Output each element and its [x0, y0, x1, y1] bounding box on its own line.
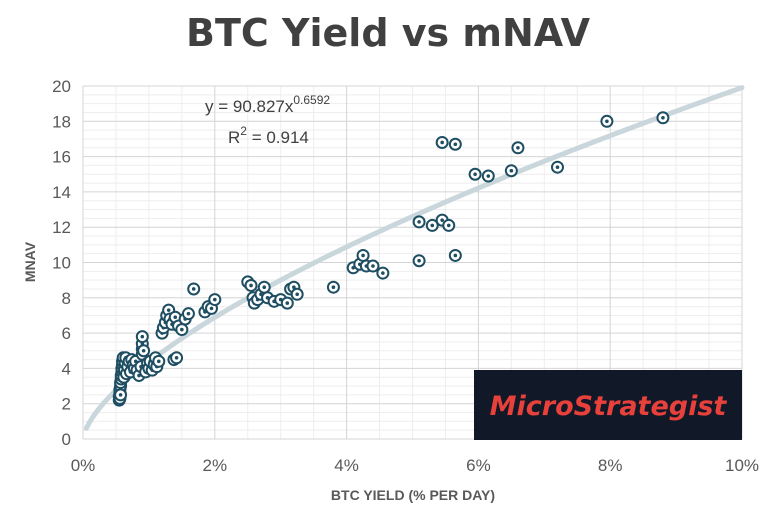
data-point-dot: [213, 297, 217, 302]
data-point-dot: [156, 359, 161, 364]
data-point: [257, 280, 271, 294]
x-tick-label: 10%: [725, 456, 759, 475]
data-point: [326, 280, 340, 294]
trendline-equation: y = 90.827x0.6592: [205, 93, 330, 116]
data-point: [244, 278, 258, 292]
data-point-dot: [453, 142, 458, 147]
data-point: [442, 218, 456, 232]
y-tick-label: 20: [52, 77, 71, 96]
data-point: [152, 354, 166, 368]
y-tick-label: 12: [52, 218, 71, 237]
y-tick-label: 4: [62, 359, 71, 378]
y-tick-label: 8: [62, 289, 71, 308]
y-tick-label: 14: [52, 183, 71, 202]
y-tick-label: 2: [62, 395, 71, 414]
data-point: [181, 307, 195, 321]
logo-text: MicroStrategist: [490, 391, 728, 422]
data-point: [425, 218, 439, 232]
x-tick-label: 6%: [466, 456, 491, 475]
data-point-dot: [371, 264, 375, 268]
y-tick-label: 6: [62, 324, 71, 343]
data-point: [290, 287, 304, 301]
data-point-dot: [262, 285, 267, 290]
data-point: [366, 259, 380, 273]
x-axis-ticks: 0% 2% 4% 6% 8% 10%: [71, 456, 759, 475]
x-tick-label: 0%: [71, 456, 96, 475]
trendline-r-squared: R2 = 0.914: [228, 124, 309, 147]
y-tick-label: 0: [62, 430, 71, 449]
y-tick-label: 18: [52, 112, 71, 131]
y-axis-ticks: 0 2 4 6 8 10 12 14 16 18 20: [52, 77, 71, 449]
data-point: [481, 169, 495, 183]
data-point-dot: [180, 327, 184, 332]
x-axis-label: BTC YIELD (% PER DAY): [331, 487, 495, 503]
data-point-dot: [285, 301, 290, 305]
data-point: [137, 344, 151, 358]
x-tick-label: 8%: [598, 456, 623, 475]
y-tick-label: 10: [52, 254, 71, 273]
data-point: [412, 254, 426, 268]
x-tick-label: 4%: [334, 456, 359, 475]
chart-title: BTC Yield vs mNAV: [186, 11, 591, 55]
data-point-dot: [440, 140, 444, 145]
x-tick-label: 2%: [203, 456, 228, 475]
data-point: [448, 137, 462, 151]
data-point-dot: [605, 119, 609, 124]
data-point-dot: [295, 292, 299, 297]
data-point-dot: [186, 311, 191, 316]
logo-background: [474, 370, 742, 440]
data-point-dot: [417, 220, 421, 224]
data-point: [656, 111, 670, 125]
data-point: [175, 323, 189, 337]
data-point: [356, 248, 370, 262]
data-point-dot: [191, 287, 196, 291]
data-point: [114, 388, 128, 402]
data-point: [600, 114, 614, 128]
data-point: [412, 215, 426, 229]
data-point-dot: [516, 145, 520, 150]
data-point-dot: [141, 348, 146, 353]
data-point: [170, 351, 184, 365]
data-point-dot: [509, 168, 514, 173]
data-point-dot: [174, 356, 179, 360]
data-point-dot: [381, 271, 385, 275]
data-point-dot: [430, 223, 435, 228]
data-point-dot: [249, 283, 253, 288]
data-point-dot: [473, 172, 477, 177]
data-point: [376, 266, 390, 280]
data-point: [550, 160, 564, 174]
logo: MicroStrategist: [474, 370, 742, 440]
data-point-dot: [292, 285, 296, 290]
data-point-dot: [486, 174, 491, 178]
data-point-dot: [118, 393, 123, 397]
data-point-dot: [446, 223, 451, 228]
trendline: [83, 85, 745, 431]
data-point: [448, 248, 462, 262]
data-point-dot: [173, 315, 178, 320]
data-point: [511, 141, 525, 155]
data-point-dot: [661, 115, 665, 120]
data-point: [135, 330, 149, 344]
data-point: [208, 293, 222, 307]
data-point-dot: [361, 253, 365, 258]
data-point-dot: [209, 306, 214, 311]
data-point: [435, 135, 449, 149]
data-point-dot: [555, 165, 560, 169]
data-point-dot: [417, 258, 421, 263]
data-point-dot: [331, 285, 336, 290]
data-point: [187, 282, 201, 296]
data-point-dot: [440, 218, 444, 222]
data-point-dot: [453, 253, 458, 258]
y-tick-label: 16: [52, 148, 71, 167]
data-point: [280, 296, 294, 310]
data-point-dot: [166, 308, 171, 312]
trendline-curve: [83, 85, 745, 431]
data-point: [468, 167, 482, 181]
data-points: [112, 111, 670, 407]
data-point: [504, 164, 518, 178]
y-axis-label: MNAV: [22, 241, 38, 282]
data-point-dot: [140, 334, 145, 339]
